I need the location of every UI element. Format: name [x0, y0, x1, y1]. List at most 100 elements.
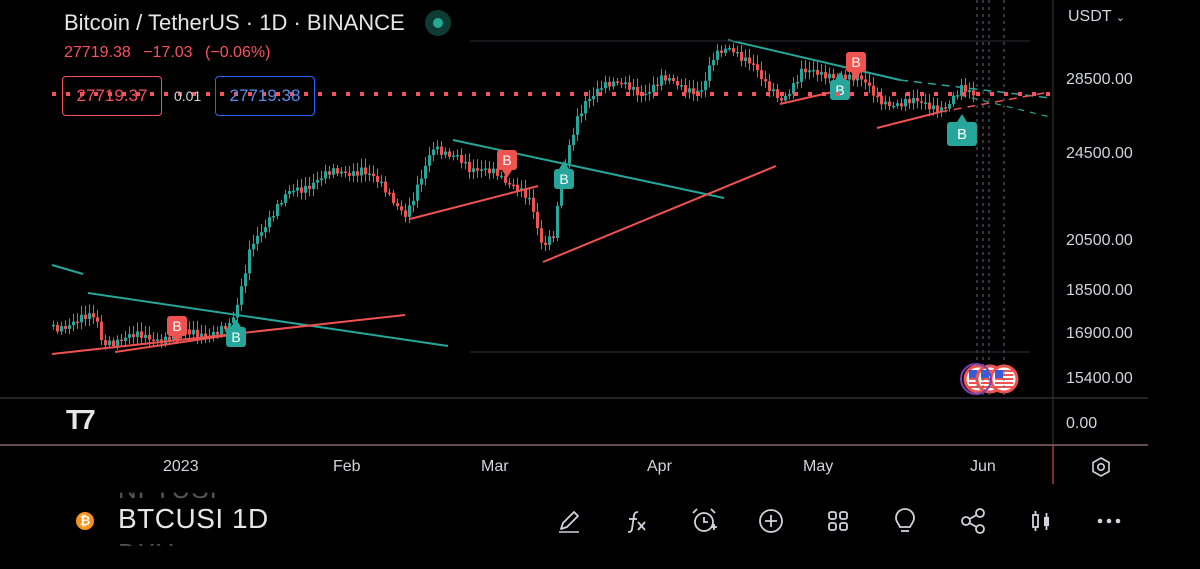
candle-body [448, 151, 451, 157]
settings-icon[interactable] [1090, 456, 1112, 484]
candle-body [704, 80, 707, 91]
sell-button[interactable]: 27719.37 [62, 76, 162, 116]
candle-body [104, 340, 107, 346]
candle-body [860, 75, 863, 80]
trend-line [409, 185, 539, 220]
buy-button[interactable]: 27719.38 [215, 76, 315, 116]
candle-body [312, 182, 315, 189]
flag-stripe [981, 386, 999, 388]
price-change-percent: (−0.06%) [205, 44, 271, 61]
candle-body [84, 314, 87, 320]
candle-body [492, 168, 495, 174]
marker-label: B [835, 82, 844, 98]
candle-body [936, 105, 939, 112]
candle-body [72, 321, 75, 326]
marker-body [846, 52, 866, 72]
candle-body [424, 165, 427, 179]
candle-body [772, 89, 775, 92]
candle-body [76, 321, 79, 324]
trend-line [876, 111, 941, 129]
more-icon[interactable] [1093, 505, 1125, 537]
candle-body [524, 188, 527, 198]
candle-body [920, 101, 923, 103]
candle-body [540, 228, 543, 243]
candle-body [940, 107, 943, 112]
candle-body [644, 93, 647, 96]
price-scale-label: 28500.00 [1066, 71, 1133, 88]
candle-body [740, 51, 743, 61]
candle-body [608, 81, 611, 87]
candle-body [548, 236, 551, 246]
tradingview-logo-icon: T7 [66, 404, 96, 435]
candle-body [396, 203, 399, 207]
candle-body [776, 89, 779, 98]
candle-body [248, 249, 251, 274]
candle-body [736, 51, 739, 54]
candle-body [260, 232, 263, 236]
flag-canton [995, 370, 1003, 378]
candle-body [128, 334, 131, 338]
candle-body [352, 171, 355, 176]
candles-icon[interactable] [1025, 505, 1057, 537]
candle-body [764, 79, 767, 82]
marker-pointer [502, 170, 512, 178]
bottom-toolbar [0, 486, 1200, 554]
candle-body [884, 101, 887, 105]
candle-body [584, 100, 587, 114]
candle-body [804, 68, 807, 73]
candle-body [80, 314, 83, 323]
candle-body [692, 88, 695, 95]
candle-body [684, 85, 687, 93]
next-symbol[interactable]: DXY [118, 538, 174, 546]
time-scale-label: Feb [333, 458, 361, 475]
candle-body [656, 84, 659, 87]
candle-body [828, 73, 831, 79]
candle-body [852, 74, 855, 81]
candle-body [880, 95, 883, 105]
market-status-icon[interactable] [425, 10, 451, 36]
candle-body [968, 90, 971, 93]
candle-body [108, 340, 111, 346]
trend-line [727, 39, 901, 81]
chart-title[interactable]: Bitcoin / TetherUS · 1D · BINANCE [64, 10, 405, 35]
candle-body [508, 182, 511, 185]
candle-body [504, 175, 507, 183]
marker-label: B [851, 54, 860, 70]
candle-body [408, 205, 411, 217]
candle-body [948, 104, 951, 109]
price-scale-label: 24500.00 [1066, 145, 1133, 162]
candle-body [252, 243, 255, 250]
candle-body [812, 69, 815, 72]
pencil-icon[interactable] [553, 505, 585, 537]
previous-symbol[interactable]: NFTUSI [118, 493, 218, 505]
symbol-selector[interactable]: BTCUSI 1D [118, 503, 269, 534]
candle-body [660, 75, 663, 86]
candle-body [116, 339, 119, 347]
trendline-drawings [51, 39, 1051, 355]
share-icon[interactable] [957, 505, 989, 537]
candle-body [284, 194, 287, 204]
grid-icon[interactable] [822, 505, 854, 537]
candle-body [596, 88, 599, 97]
event-group-ring [960, 363, 992, 395]
candle-body [384, 181, 387, 193]
candle-body [892, 105, 895, 108]
candle-body [512, 184, 515, 187]
candle-body [820, 72, 823, 75]
candle-body [632, 86, 635, 90]
flag-canton [969, 370, 977, 378]
candle-body [380, 181, 383, 184]
candle-body [432, 149, 435, 156]
alarm-icon[interactable] [688, 505, 720, 537]
marker-pointer [172, 336, 182, 344]
currency-selector[interactable]: USDT ⌄ [1068, 8, 1125, 26]
lightbulb-icon[interactable] [889, 505, 921, 537]
candle-body [688, 88, 691, 93]
fx-icon[interactable] [620, 505, 652, 537]
candle-body [672, 78, 675, 82]
plus-circle-icon[interactable] [755, 505, 787, 537]
candle-body [464, 161, 467, 164]
candle-body [68, 325, 71, 329]
trend-line-extension [899, 79, 1051, 99]
